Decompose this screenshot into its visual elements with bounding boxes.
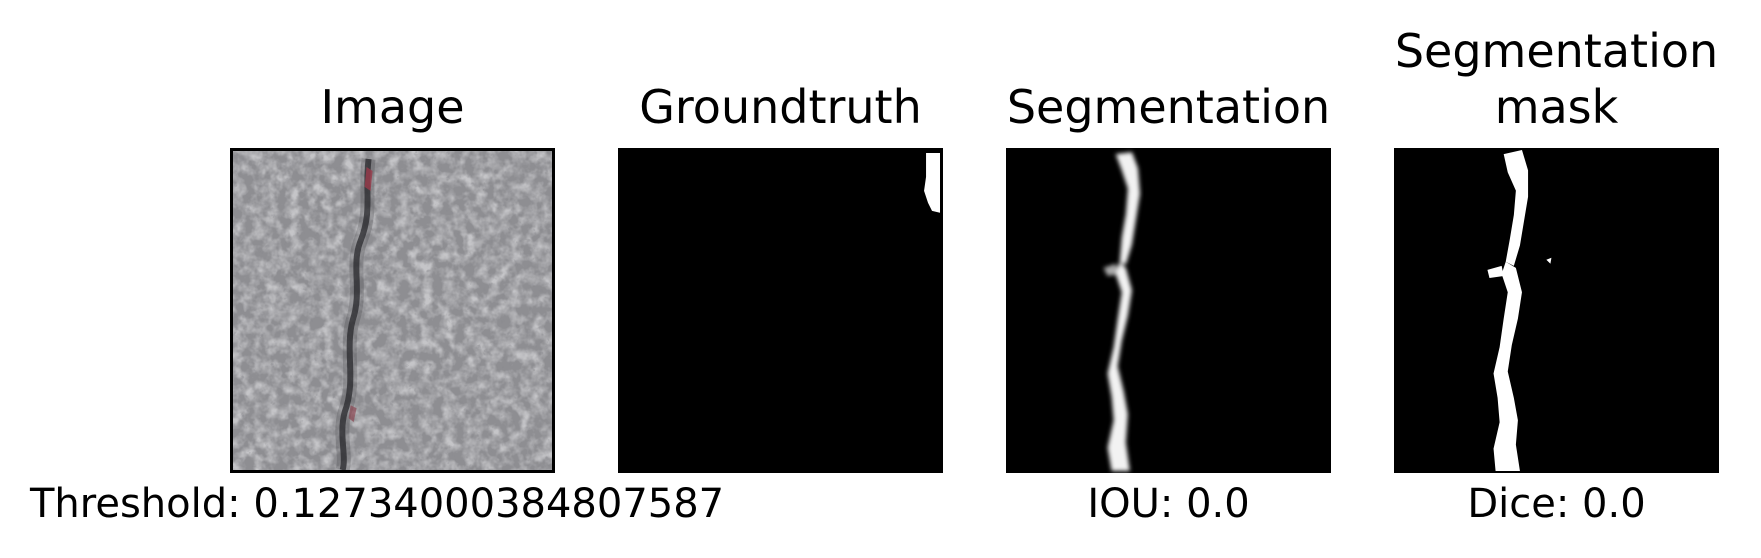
dice-caption: Dice: 0.0: [1467, 481, 1646, 527]
asphalt-crack-image: [233, 151, 552, 470]
segmentation-mask-panel: [1394, 148, 1719, 473]
iou-caption: IOU: 0.0: [1087, 481, 1250, 527]
panel-title-groundtruth: Groundtruth: [639, 80, 922, 134]
panel-title-segmentation: Segmentation: [1006, 80, 1331, 134]
segmentation-panel: [1006, 148, 1331, 473]
groundtruth-panel: [618, 148, 943, 473]
panel-title-image: Image: [320, 80, 465, 134]
input-image-panel: [230, 148, 555, 473]
segmentation-map: [1006, 148, 1331, 473]
threshold-caption: Threshold: 0.12734000384807587: [30, 481, 725, 527]
binary-mask: [1394, 148, 1719, 473]
panel-title-mask-line1: Segmentation: [1394, 24, 1719, 78]
panel-title-mask-line2: mask: [1494, 80, 1619, 134]
groundtruth-mask: [621, 151, 940, 470]
